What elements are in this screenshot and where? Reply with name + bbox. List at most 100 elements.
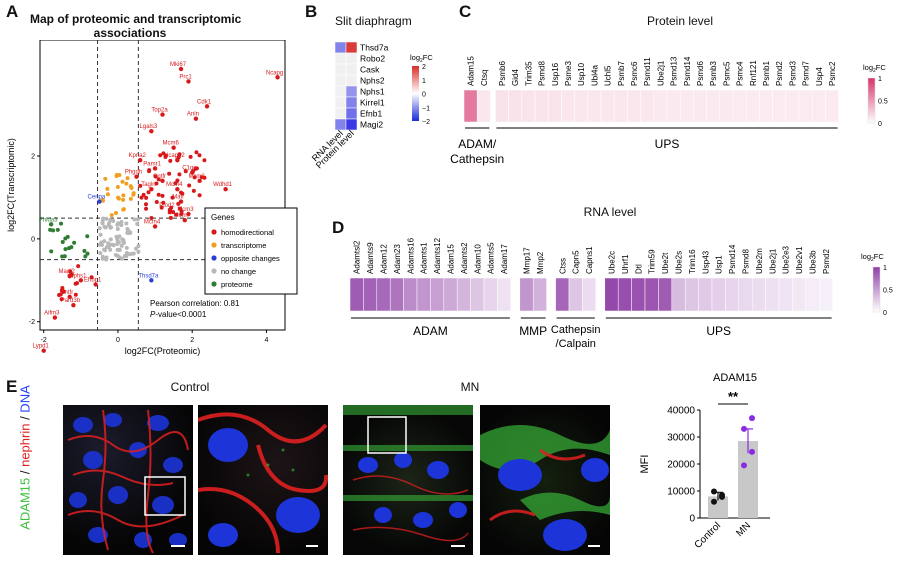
- scale-bar: [588, 545, 600, 547]
- group-label: ADAM/: [458, 137, 497, 151]
- point-label: Mcm7: [174, 213, 191, 219]
- column-label: Psmb3: [709, 61, 718, 86]
- homodirectional-point: [144, 195, 149, 200]
- heat-cell: [627, 89, 641, 123]
- heat-cell: [568, 277, 583, 312]
- pearson-annotation: Pearson correlation: 0.81: [150, 299, 240, 308]
- proteome-point: [69, 245, 74, 250]
- transcriptome-point: [113, 210, 118, 215]
- mn-label: MN: [460, 380, 480, 394]
- labeled-point: [167, 207, 173, 213]
- nochange-point: [115, 241, 120, 246]
- proteome-point: [60, 239, 65, 244]
- x-tick-label: 0: [116, 337, 120, 344]
- heat-cell: [698, 277, 713, 312]
- transcriptome-point: [125, 176, 130, 181]
- column-label: Ube2s: [675, 251, 684, 274]
- heat-cell: [640, 89, 655, 123]
- heat-cell: [725, 277, 740, 312]
- row-label: Nphs1: [360, 87, 385, 97]
- labeled-point: [41, 348, 46, 353]
- heat-cell: [600, 89, 615, 123]
- micrograph-mn-zoom-drawing: [480, 425, 610, 551]
- heat-cell: [345, 96, 358, 109]
- point-label: Top2a: [151, 108, 168, 114]
- heat-cell: [345, 74, 358, 87]
- homodirectional-point: [167, 171, 172, 176]
- homodirectional-point: [60, 289, 65, 294]
- category-label: Control: [693, 520, 724, 551]
- stain-adam15: ADAM15: [17, 477, 33, 530]
- nochange-point: [116, 247, 121, 252]
- heat-cell: [778, 277, 793, 312]
- column-label: Psmb7: [617, 61, 626, 86]
- colorbar-tick: 1: [883, 265, 887, 272]
- nochange-point: [136, 244, 141, 249]
- heat-cell: [711, 277, 726, 312]
- category-label: MN: [734, 520, 753, 539]
- homodirectional-point: [197, 153, 202, 158]
- homodirectional-point: [143, 202, 148, 207]
- nochange-point: [104, 257, 109, 262]
- stain-dna: DNA: [17, 385, 33, 413]
- panel-c-title: Protein level: [646, 14, 714, 28]
- heat-cell: [666, 89, 681, 123]
- homodirectional-point: [159, 205, 164, 210]
- legend-swatch: [211, 229, 217, 235]
- micrograph-control-zoom-drawing: [198, 412, 328, 554]
- column-label: Dtl: [634, 264, 643, 274]
- column-label: Psmd8: [742, 249, 751, 274]
- homodirectional-point: [188, 154, 193, 159]
- row-label: Kirrel1: [360, 98, 385, 108]
- colorbar-tick: −1: [422, 105, 430, 112]
- labeled-point: [48, 222, 54, 227]
- heatmap-c: Adam15 Ctsq Psmb6 Gid4 Trim35 Psmd8 Usp16 Psme3…: [450, 56, 888, 166]
- labeled-point: [71, 302, 76, 308]
- heat-cell: [463, 89, 478, 123]
- labeled-point: [93, 282, 98, 287]
- heat-cell: [389, 277, 404, 312]
- legend-swatch: [211, 242, 217, 248]
- legend-label: homodirectional: [221, 228, 274, 237]
- heat-cell: [403, 277, 418, 312]
- nochange-point: [115, 226, 120, 231]
- colorbar-label: log2FC: [410, 53, 433, 64]
- point-label: Phlda3: [39, 217, 58, 223]
- stain-sep1: /: [17, 466, 33, 478]
- column-label: Mmp2: [536, 251, 545, 274]
- column-label: Psmd2: [822, 249, 831, 274]
- heat-cell: [658, 277, 673, 312]
- proteome-point: [48, 227, 53, 232]
- labeled-point: [67, 273, 72, 279]
- column-label: Rnf121: [749, 60, 758, 86]
- point-label: Ehbp1: [84, 277, 102, 283]
- group-label-line2: /Calpain: [556, 338, 596, 350]
- labeled-point: [134, 174, 139, 179]
- panel-d-title: RNA level: [583, 205, 637, 219]
- pvalue-italic: P: [150, 310, 156, 319]
- heat-cell: [574, 89, 589, 123]
- point-label: Mki67: [170, 62, 187, 68]
- homodirectional-point: [179, 211, 184, 216]
- x-tick-label: 4: [264, 337, 268, 344]
- heat-cell: [798, 89, 813, 123]
- colorbar: [867, 77, 876, 124]
- column-label: Psmd2: [775, 61, 784, 86]
- point-label: Ncapg: [266, 70, 283, 76]
- nochange-point: [119, 223, 124, 228]
- legend-swatch: [211, 281, 217, 287]
- heat-cell: [443, 277, 458, 312]
- column-label: Adamts9: [366, 242, 375, 274]
- panel-label-b: B: [305, 2, 318, 21]
- column-label: Psmd13: [670, 56, 679, 86]
- transcriptome-point: [120, 179, 125, 184]
- colorbar-tick: 0: [878, 121, 882, 128]
- heat-cell: [693, 89, 707, 123]
- proteome-point: [85, 234, 90, 239]
- column-label: Ube2j1: [656, 60, 665, 86]
- labeled-point: [204, 104, 210, 109]
- column-label: Uhrf1: [621, 254, 630, 274]
- nochange-point: [135, 221, 140, 226]
- point-label: Prc1: [179, 74, 192, 80]
- micrograph-control-zoom: [198, 405, 328, 555]
